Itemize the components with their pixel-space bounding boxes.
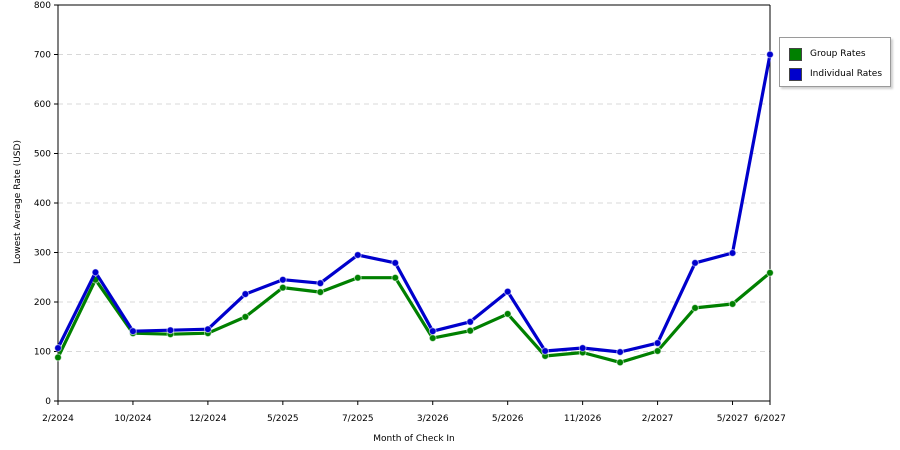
- data-point-individual-rates: [241, 290, 250, 298]
- data-point-group-rates: [54, 353, 62, 362]
- data-point-group-rates: [428, 334, 437, 343]
- data-point-individual-rates: [166, 326, 175, 335]
- x-tick-label: 5/2025: [267, 414, 299, 424]
- data-point-group-rates: [766, 268, 774, 277]
- legend-swatch-individual-rates: [789, 67, 802, 81]
- series-line-group-rates: [56, 271, 772, 364]
- data-point-individual-rates: [466, 317, 475, 326]
- legend-label-group-rates: Group Rates: [810, 49, 866, 59]
- data-point-individual-rates: [766, 50, 774, 59]
- series-line-individual-rates: [56, 54, 772, 354]
- x-tick-label: 2/2027: [642, 414, 674, 424]
- data-point-individual-rates: [728, 249, 737, 257]
- data-point-individual-rates: [428, 327, 437, 336]
- legend-item-group-rates: Group Rates: [789, 47, 866, 61]
- data-point-group-rates: [316, 288, 325, 297]
- y-tick-label: 800: [34, 1, 51, 11]
- data-point-individual-rates: [278, 275, 287, 284]
- data-point-individual-rates: [203, 325, 212, 334]
- legend-swatch-group-rates: [789, 47, 802, 61]
- data-point-group-rates: [728, 300, 737, 308]
- x-tick-label: 5/2027: [717, 414, 749, 424]
- x-tick-label: 2/2024: [42, 414, 74, 424]
- data-point-group-rates: [391, 273, 400, 282]
- data-point-individual-rates: [616, 348, 625, 356]
- data-point-group-rates: [241, 312, 250, 321]
- y-tick-label: 600: [34, 100, 51, 110]
- data-point-individual-rates: [578, 344, 587, 352]
- x-tick-label: 3/2026: [417, 414, 449, 424]
- tick-labels: 0 100 200 300 400 500 600 700 800 2/2024 10/2024 12…: [34, 1, 786, 424]
- data-point-group-rates: [616, 358, 625, 367]
- data-point-individual-rates: [541, 347, 550, 355]
- x-tick-label: 10/2024: [114, 414, 152, 424]
- data-point-individual-rates: [653, 339, 662, 347]
- series-layer: [54, 50, 774, 367]
- data-point-group-rates: [691, 304, 699, 312]
- chart-legend: Group Rates Individual Rates: [779, 37, 891, 87]
- data-point-group-rates: [353, 273, 362, 282]
- legend-item-individual-rates: Individual Rates: [789, 67, 882, 81]
- data-point-group-rates: [278, 283, 287, 292]
- y-tick-label: 200: [34, 298, 51, 308]
- x-tick-label: 7/2025: [342, 414, 374, 424]
- x-axis-title: Month of Check In: [373, 434, 455, 444]
- y-axis-title: Lowest Average Rate (USD): [13, 140, 23, 264]
- x-tick-label: 12/2024: [189, 414, 227, 424]
- data-point-individual-rates: [353, 251, 362, 259]
- axes: [54, 4, 771, 405]
- x-tick-label: 11/2026: [564, 414, 602, 424]
- data-point-individual-rates: [54, 344, 62, 352]
- data-point-individual-rates: [129, 327, 137, 336]
- data-point-individual-rates: [691, 258, 699, 267]
- y-tick-label: 700: [34, 51, 51, 61]
- x-tick-label: 6/2027: [754, 414, 786, 424]
- y-tick-label: 300: [34, 249, 51, 259]
- data-point-individual-rates: [91, 268, 100, 277]
- data-point-individual-rates: [391, 258, 400, 267]
- data-point-individual-rates: [316, 279, 325, 288]
- y-tick-label: 500: [34, 150, 51, 160]
- y-tick-label: 0: [45, 397, 51, 407]
- legend-label-individual-rates: Individual Rates: [810, 69, 883, 79]
- x-tick-label: 5/2026: [492, 414, 524, 424]
- grid-lines: [58, 54, 770, 352]
- data-point-individual-rates: [503, 287, 512, 296]
- y-tick-label: 100: [34, 348, 51, 358]
- y-tick-label: 400: [34, 199, 51, 209]
- data-point-group-rates: [503, 309, 512, 318]
- data-point-group-rates: [466, 326, 475, 335]
- data-point-group-rates: [653, 347, 662, 355]
